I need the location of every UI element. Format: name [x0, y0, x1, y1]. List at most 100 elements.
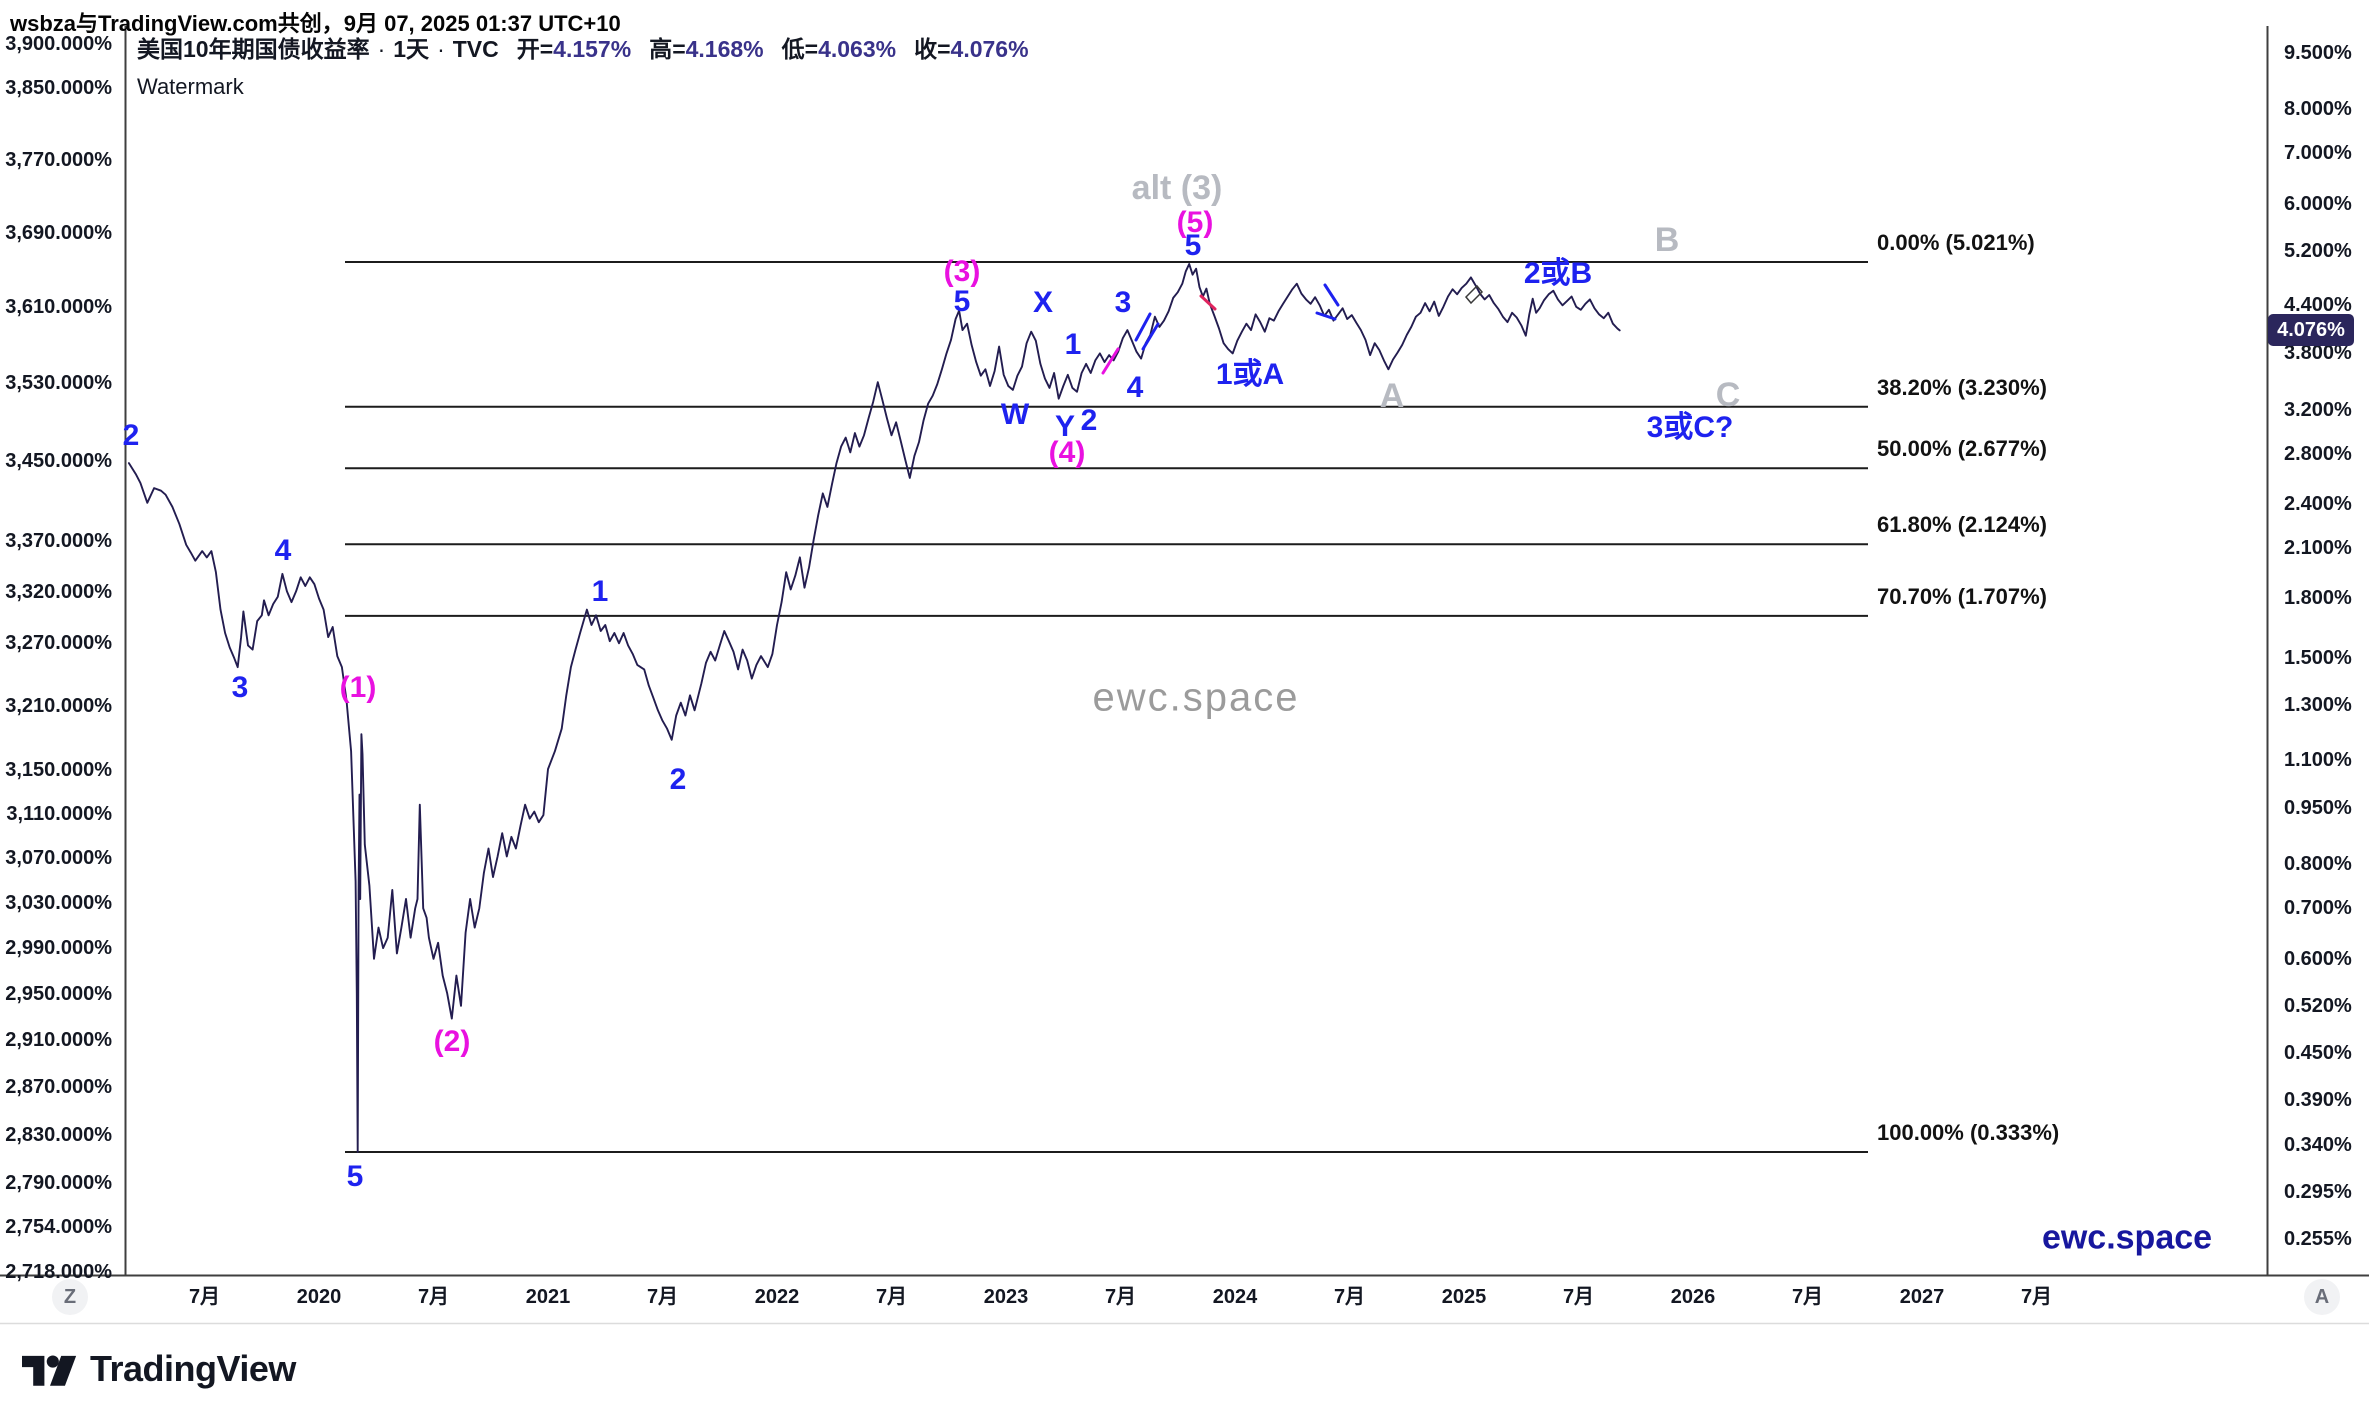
ohlc-item: 开=4.157%: [517, 36, 631, 62]
right-scale-label: 6.000%: [2284, 192, 2352, 215]
left-scale-label: 2,990.000%: [5, 936, 112, 959]
drawing-parallelogram[interactable]: [1464, 284, 1484, 305]
time-scale-label: 7月: [646, 1286, 679, 1308]
time-scale-label: 7月: [188, 1286, 221, 1308]
wave-label-2[interactable]: 2: [669, 763, 687, 796]
wave-label-5[interactable]: 5: [346, 1160, 364, 1193]
right-scale-label: 3.800%: [2284, 342, 2352, 365]
left-scale-label: 2,910.000%: [5, 1028, 112, 1051]
timezone-button[interactable]: Z: [52, 1279, 88, 1315]
time-scale-label: 2020: [296, 1286, 342, 1308]
last-price-badge: 4.076%: [2268, 314, 2354, 347]
right-scale-label: 8.000%: [2284, 98, 2352, 121]
drawing-segment-4[interactable]: [1323, 283, 1340, 307]
drawing-segment-3[interactable]: [1199, 294, 1217, 311]
drawing-segment-5[interactable]: [1315, 311, 1337, 321]
drawing-segment-0[interactable]: [1101, 347, 1120, 375]
wave-label-2B[interactable]: 2或B: [1523, 257, 1593, 290]
time-scale-label: 2027: [1899, 1286, 1945, 1308]
ohlc-item-value: 4.076%: [950, 36, 1029, 62]
right-scale-label: 7.000%: [2284, 142, 2352, 164]
time-scale-label: 2021: [525, 1286, 571, 1308]
wave-label-3[interactable]: 3: [1114, 286, 1132, 319]
right-scale-label: 4.400%: [2284, 294, 2352, 317]
wave-label-Y[interactable]: Y: [1054, 410, 1076, 443]
right-scale-label: 0.800%: [2284, 853, 2352, 876]
wave-label-3C[interactable]: 3或C?: [1646, 411, 1734, 444]
time-scale-label: 7月: [1562, 1286, 1595, 1308]
right-scale-label: 0.390%: [2284, 1089, 2352, 1112]
wave-label-4[interactable]: (4): [1048, 436, 1086, 469]
wave-label-3[interactable]: (3): [943, 255, 981, 288]
left-scale-label: 2,870.000%: [5, 1075, 112, 1098]
wave-label-5[interactable]: 5: [953, 285, 971, 318]
wave-label-4[interactable]: 4: [1126, 371, 1144, 404]
fib-level-label: 100.00% (0.333%): [1877, 1119, 2060, 1145]
tradingview-logo[interactable]: TradingView: [22, 1348, 296, 1390]
wave-label-2[interactable]: 2: [1080, 404, 1098, 437]
left-scale-label: 3,150.000%: [5, 759, 112, 782]
fib-level-label: 70.70% (1.707%): [1877, 583, 2047, 609]
ohlc-item-value: 4.168%: [685, 36, 764, 62]
wave-label-5[interactable]: 5: [1184, 229, 1202, 262]
title-separator-2: ·: [437, 36, 445, 62]
chart-interval[interactable]: 1天: [393, 36, 430, 62]
wave-label-B[interactable]: B: [1654, 221, 1680, 259]
left-scale-label: 2,950.000%: [5, 982, 112, 1005]
wave-label-2[interactable]: 2: [122, 419, 140, 452]
tradingview-logo-text: TradingView: [90, 1348, 296, 1389]
wave-label-5[interactable]: (5): [1176, 206, 1214, 239]
right-scale-label: 2.100%: [2284, 536, 2352, 559]
wave-label-2[interactable]: (2): [433, 1025, 471, 1058]
right-scale-label: 0.255%: [2284, 1228, 2352, 1251]
wave-label-1A[interactable]: 1或A: [1215, 358, 1285, 391]
ohlc-item-label: 收=: [914, 36, 951, 62]
wave-label-W[interactable]: W: [1000, 398, 1030, 431]
right-scale-label: 1.500%: [2284, 647, 2352, 670]
center-watermark: ewc.space: [1092, 675, 1300, 720]
left-scale-label: 2,830.000%: [5, 1123, 112, 1146]
drawing-segment-1[interactable]: [1134, 312, 1152, 342]
right-scale-label: 5.200%: [2284, 239, 2352, 262]
symbol-title-bar[interactable]: 美国10年期国债收益率 · 1天 · TVC 开=4.157% 高=4.168% 低=4.06…: [137, 30, 1029, 64]
wave-label-A[interactable]: A: [1379, 377, 1405, 415]
fib-level-label: 0.00% (5.021%): [1877, 230, 2035, 255]
drawing-segment-2[interactable]: [1141, 322, 1160, 351]
time-scale-label: 7月: [2020, 1286, 2053, 1308]
time-scale-label: 2026: [1670, 1286, 1716, 1308]
time-scale-label: 2022: [754, 1286, 800, 1308]
symbol-name[interactable]: 美国10年期国债收益率: [137, 36, 370, 62]
wave-label-1[interactable]: 1: [591, 575, 609, 608]
fib-level-label: 38.20% (3.230%): [1877, 374, 2047, 400]
left-scale-label: 2,754.000%: [5, 1216, 112, 1239]
corner-watermark: ewc.space: [2041, 1218, 2213, 1257]
wave-label-3[interactable]: 3: [231, 671, 249, 704]
wave-label-1[interactable]: (1): [339, 671, 377, 704]
wave-label-C[interactable]: C: [1715, 376, 1741, 414]
right-scale-label: 0.450%: [2284, 1042, 2352, 1065]
chart-credit-text: wsbza与TradingView.com共创，9月 07, 2025 01:3…: [10, 11, 621, 36]
right-scale-label: 0.520%: [2284, 994, 2352, 1017]
wave-label-4[interactable]: 4: [274, 534, 292, 567]
right-scale-label: 0.295%: [2284, 1180, 2352, 1203]
fib-level-label: 61.80% (2.124%): [1877, 512, 2047, 538]
left-scale-label: 3,450.000%: [5, 450, 112, 473]
wave-label-1[interactable]: 1: [1064, 328, 1082, 361]
autoscale-button[interactable]: A: [2304, 1279, 2340, 1315]
ohlc-item-label: 高=: [649, 36, 686, 62]
right-scale-label: 0.950%: [2284, 797, 2352, 820]
ohlc-item: 收=4.076%: [914, 36, 1028, 62]
watermark-indicator-label[interactable]: Watermark: [137, 74, 244, 99]
wave-label-alt3[interactable]: alt (3): [1131, 169, 1223, 207]
fib-level-label: 50.00% (2.677%): [1877, 436, 2047, 462]
left-scale-label: 3,530.000%: [5, 372, 112, 395]
left-scale-label: 3,320.000%: [5, 580, 112, 603]
exchange-name: TVC: [452, 36, 499, 62]
left-scale-label: 2,718.000%: [5, 1261, 112, 1283]
left-scale-label: 3,210.000%: [5, 695, 112, 718]
price-line-series[interactable]: [127, 263, 1621, 1153]
wave-label-X[interactable]: X: [1032, 286, 1054, 319]
time-scale-label: 7月: [1791, 1286, 1824, 1308]
